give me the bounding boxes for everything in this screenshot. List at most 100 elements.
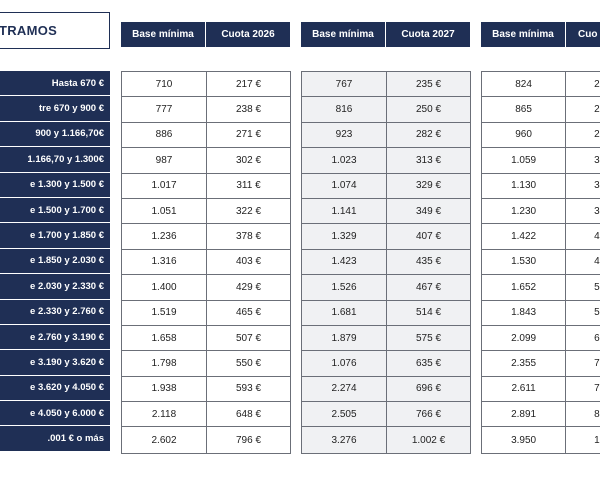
base-minima-cell: 1.130 bbox=[482, 173, 567, 198]
header-base-minima: Base mínima bbox=[481, 22, 566, 47]
tramo-label: e 2.760 y 3.190 € bbox=[0, 324, 110, 351]
table-row: 767 235 € bbox=[302, 72, 470, 98]
cuota-cell: 8 bbox=[594, 408, 600, 420]
grid-2027: 767 235 € 816 250 € 923 282 € 1.023 313 € 1.074 3… bbox=[301, 71, 471, 454]
cuota-cell: 2 bbox=[594, 78, 600, 90]
base-minima-cell: 1.658 bbox=[122, 325, 207, 351]
cuota-cell: 349 € bbox=[415, 205, 442, 217]
base-minima-cell: 1.051 bbox=[122, 198, 207, 224]
table-row: 886 271 € bbox=[122, 122, 290, 149]
base-minima-cell: 767 bbox=[302, 72, 387, 97]
table-row: 2.602 796 € bbox=[122, 427, 290, 453]
grid-2026: 710 217 € 777 238 € 886 271 € 987 302 € 1.017 311… bbox=[121, 71, 291, 454]
cuota-cell: 3 bbox=[594, 180, 600, 192]
table-row: 1.652 5 bbox=[482, 275, 600, 301]
base-minima-cell: 1.236 bbox=[122, 224, 207, 249]
table-row: 1.519 465 € bbox=[122, 300, 290, 326]
cuota-cell: 648 € bbox=[235, 408, 262, 420]
table-row: 1.076 635 € bbox=[302, 351, 470, 377]
table-row: 1.526 467 € bbox=[302, 275, 470, 301]
cuota-cell: 238 € bbox=[235, 104, 262, 116]
base-minima-cell: 816 bbox=[302, 97, 387, 122]
grid-2028: 824 2 865 2 960 2 1.059 3 1.130 3 1.230 3 1.422 4 1.53… bbox=[481, 71, 600, 454]
base-minima-cell: 2.611 bbox=[482, 376, 567, 402]
cuota-cell: 217 € bbox=[235, 78, 262, 90]
base-minima-cell: 1.530 bbox=[482, 249, 567, 275]
cuota-cell: 467 € bbox=[415, 281, 442, 293]
header-group-2027: Base mínima Cuota 2027 bbox=[301, 22, 470, 47]
cuota-cell: 7 bbox=[594, 383, 600, 395]
table-row: 987 302 € bbox=[122, 148, 290, 174]
cuota-cell: 311 € bbox=[236, 180, 261, 192]
table-row: 1.316 403 € bbox=[122, 249, 290, 276]
cuota-cell: 550 € bbox=[235, 357, 262, 369]
header-cuota-2026: Cuota 2026 bbox=[206, 22, 290, 47]
table-row: 1.879 575 € bbox=[302, 325, 470, 352]
table-row: 3.276 1.002 € bbox=[302, 427, 470, 453]
table-row: 1.938 593 € bbox=[122, 376, 290, 403]
cuota-cell: 766 € bbox=[415, 408, 442, 420]
base-minima-cell: 865 bbox=[482, 97, 567, 122]
tramos-labels: Hasta 670 € tre 670 y 900 €900 y 1.166,70… bbox=[0, 71, 110, 452]
cuota-cell: 3 bbox=[594, 154, 600, 166]
base-minima-cell: 1.879 bbox=[302, 325, 387, 351]
cuota-cell: 465 € bbox=[235, 307, 262, 319]
tramo-label: tre 670 y 900 € bbox=[0, 96, 110, 122]
base-minima-cell: 1.526 bbox=[302, 275, 387, 300]
base-minima-cell: 1.141 bbox=[302, 198, 387, 224]
tramo-label: e 3.620 y 4.050 € bbox=[0, 375, 110, 402]
cuota-cell: 796 € bbox=[235, 434, 262, 446]
base-minima-cell: 1.681 bbox=[302, 300, 387, 325]
table-row: 2.611 7 bbox=[482, 376, 600, 403]
table-row: 3.950 1. bbox=[482, 427, 600, 453]
table-row: 1.236 378 € bbox=[122, 224, 290, 250]
cuota-cell: 250 € bbox=[415, 104, 442, 116]
cuota-cell: 2 bbox=[594, 104, 600, 116]
table-row: 1.798 550 € bbox=[122, 351, 290, 377]
cuota-cell: 6 bbox=[594, 332, 600, 344]
base-minima-cell: 1.329 bbox=[302, 224, 387, 249]
cuota-cell: 302 € bbox=[235, 154, 262, 166]
base-minima-cell: 1.074 bbox=[302, 173, 387, 198]
cuota-cell: 1. bbox=[594, 434, 600, 446]
cuota-cell: 313 € bbox=[415, 154, 442, 166]
base-minima-cell: 3.950 bbox=[482, 427, 567, 453]
table-row: 2.891 8 bbox=[482, 402, 600, 428]
table-row: 2.355 7 bbox=[482, 351, 600, 377]
cuota-cell: 1.002 € bbox=[411, 434, 446, 446]
tramo-label: e 1.300 y 1.500 € bbox=[0, 172, 110, 198]
cuota-cell: 3 bbox=[594, 205, 600, 217]
table-row: 960 2 bbox=[482, 122, 600, 149]
base-minima-cell: 1.938 bbox=[122, 376, 207, 402]
table-row: 1.023 313 € bbox=[302, 148, 470, 174]
header-group-2026: Base mínima Cuota 2026 bbox=[121, 22, 290, 47]
table-row: 1.141 349 € bbox=[302, 198, 470, 225]
tramo-label: Hasta 670 € bbox=[0, 71, 110, 97]
base-minima-cell: 960 bbox=[482, 122, 567, 148]
header-base-minima: Base mínima bbox=[301, 22, 386, 47]
base-minima-cell: 1.076 bbox=[302, 351, 387, 376]
tramo-label: e 1.850 y 2.030 € bbox=[0, 248, 110, 275]
base-minima-cell: 777 bbox=[122, 97, 207, 122]
tramo-label: e 2.330 y 2.760 € bbox=[0, 299, 110, 325]
header-base-minima: Base mínima bbox=[121, 22, 206, 47]
tramo-label: e 3.190 y 3.620 € bbox=[0, 350, 110, 376]
table-row: 1.400 429 € bbox=[122, 275, 290, 301]
base-minima-cell: 2.118 bbox=[122, 402, 207, 427]
table-row: 1.051 322 € bbox=[122, 198, 290, 225]
cuota-cell: 435 € bbox=[415, 256, 442, 268]
header-cuota-2028: Cuo bbox=[566, 22, 600, 47]
tramo-label: 1.166,70 y 1.300€ bbox=[0, 147, 110, 173]
table-row: 2.118 648 € bbox=[122, 402, 290, 428]
table-row: 710 217 € bbox=[122, 72, 290, 98]
base-minima-cell: 1.423 bbox=[302, 249, 387, 275]
base-minima-cell: 1.400 bbox=[122, 275, 207, 300]
base-minima-cell: 1.230 bbox=[482, 198, 567, 224]
base-minima-cell: 923 bbox=[302, 122, 387, 148]
base-minima-cell: 1.422 bbox=[482, 224, 567, 249]
table-row: 1.843 5 bbox=[482, 300, 600, 326]
tramo-label: e 1.700 y 1.850 € bbox=[0, 223, 110, 249]
cuota-cell: 507 € bbox=[235, 332, 262, 344]
base-minima-cell: 2.602 bbox=[122, 427, 207, 453]
base-minima-cell: 1.652 bbox=[482, 275, 567, 300]
